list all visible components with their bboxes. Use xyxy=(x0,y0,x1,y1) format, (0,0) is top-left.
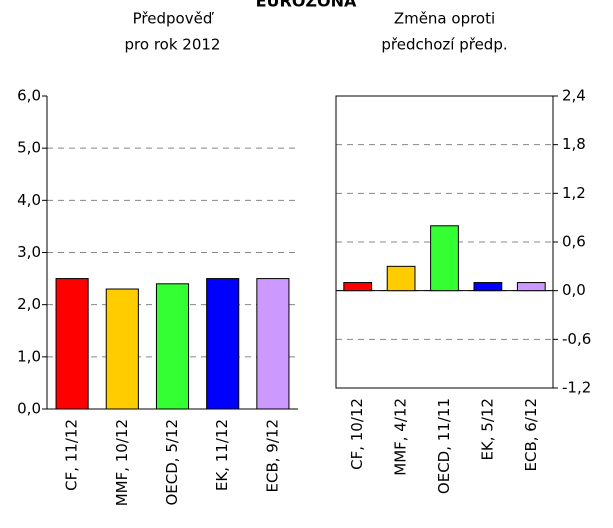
y-tick-label: 0,6 xyxy=(562,233,586,251)
y-tick-label: 3,0 xyxy=(17,243,41,261)
y-tick-label: 4,0 xyxy=(17,191,41,209)
y-tick-label: 0,0 xyxy=(17,400,41,418)
x-tick-label: OECD, 11/11 xyxy=(435,398,453,494)
bar xyxy=(206,278,240,410)
chart-subtitle: pro rok 2012 xyxy=(125,36,221,54)
chart-title: Předpověď xyxy=(133,10,214,28)
plot-frame xyxy=(335,95,554,389)
bar xyxy=(516,282,546,292)
x-tick-label: MMF, 4/12 xyxy=(392,398,410,476)
y-tick-label: 1,0 xyxy=(17,347,41,365)
x-tick-label: CF, 10/12 xyxy=(348,398,366,470)
y-tick-label: 1,8 xyxy=(562,135,586,153)
bar xyxy=(386,265,416,292)
x-tick-label: CF, 11/12 xyxy=(63,419,81,491)
y-tick-label: 5,0 xyxy=(17,139,41,157)
x-tick-label: MMF, 10/12 xyxy=(113,419,131,506)
bar xyxy=(155,283,190,410)
x-tick-label: ECB, 6/12 xyxy=(522,398,540,471)
x-tick-label: ECB, 9/12 xyxy=(263,419,281,492)
y-tick-label: 1,2 xyxy=(562,184,586,202)
bar xyxy=(343,282,373,292)
x-tick-label: EK, 11/12 xyxy=(213,419,231,491)
x-tick-label: EK, 5/12 xyxy=(478,398,496,461)
chart-subtitle: předchozí předp. xyxy=(381,36,507,54)
bar xyxy=(55,278,89,410)
y-tick-label: 0,0 xyxy=(562,281,586,299)
chart-title: Změna oproti xyxy=(394,10,495,28)
bar xyxy=(430,225,459,292)
page-title: EUROZÓNA xyxy=(256,0,357,11)
x-tick-label: OECD, 5/12 xyxy=(163,419,181,506)
y-tick-label: 2,0 xyxy=(17,295,41,313)
bar xyxy=(256,278,290,410)
y-tick-label: 6,0 xyxy=(17,87,41,105)
y-tick-label: 2,4 xyxy=(562,87,586,105)
bar xyxy=(473,282,503,292)
y-tick-label: -0,6 xyxy=(562,330,591,348)
y-tick-label: -1,2 xyxy=(562,379,591,397)
bar xyxy=(105,288,139,410)
